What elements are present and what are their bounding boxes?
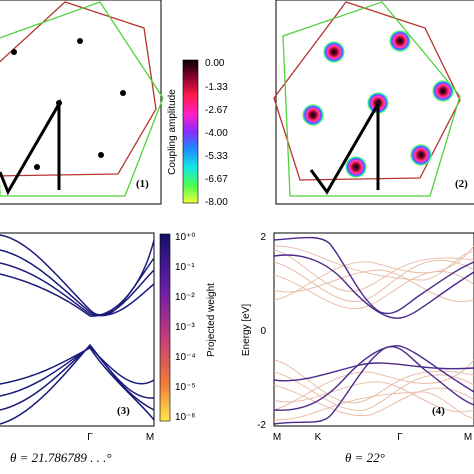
- panel-4-ytick-0: 0: [260, 326, 266, 337]
- panel-3-xtick-gamma: Γ: [87, 432, 93, 443]
- caption-left: θ = 21.786789 . . .°: [10, 450, 112, 465]
- panel-2-tag: (2): [455, 178, 468, 190]
- svg-text:10⁻³: 10⁻³: [175, 322, 195, 333]
- panel-4-ytick-2: 2: [260, 232, 266, 243]
- panel-2: (2): [273, 0, 474, 205]
- svg-text:10⁺⁰: 10⁺⁰: [175, 232, 195, 243]
- path-marker: [0, 98, 61, 196]
- panel-3-xtick-m: M: [146, 432, 154, 443]
- caption-right: θ = 22°: [345, 450, 385, 465]
- hexagon-green: [0, 1, 164, 197]
- band-lines: [0, 234, 155, 425]
- panel-1: (1): [0, 0, 164, 205]
- colorbar-coupling-ticks: 0.00 -1.33 -2.67 -4.00 -5.33 -6.67 -8.00: [205, 58, 228, 208]
- band-lines-strong: [273, 236, 474, 425]
- svg-text:-6.67: -6.67: [205, 174, 228, 185]
- hexagon-red: [0, 1, 157, 177]
- hexagon-red: [273, 1, 461, 181]
- colorbar-coupling-label: Coupling amplitude: [167, 89, 178, 175]
- svg-text:10⁻¹: 10⁻¹: [175, 262, 195, 273]
- panel-4-ytick-neg2: -2: [257, 420, 266, 431]
- panel-1-frame: [0, 0, 162, 205]
- svg-text:-2.67: -2.67: [205, 105, 228, 116]
- panel-3: (3) Γ M: [0, 232, 155, 443]
- svg-text:-4.00: -4.00: [205, 128, 228, 139]
- panel-4-ylabel: Energy [eV]: [241, 304, 252, 356]
- colorbar-coupling: Coupling amplitude 0.00 -1.33 -2.67 -4.0…: [167, 58, 228, 208]
- hexagon-green: [282, 1, 461, 197]
- svg-text:10⁻⁴: 10⁻⁴: [175, 352, 196, 363]
- panel-4-xtick-m1: M: [273, 432, 281, 443]
- svg-text:0.00: 0.00: [205, 58, 225, 69]
- svg-text:10⁻⁵: 10⁻⁵: [175, 382, 196, 393]
- band-lines-faint: [273, 245, 474, 421]
- colorbar-coupling-bar: [182, 59, 199, 204]
- panel-1-tag: (1): [136, 178, 149, 190]
- colorbar-weight: 10⁺⁰ 10⁻¹ 10⁻² 10⁻³ 10⁻⁴ 10⁻⁵ 10⁻⁶ Proje…: [159, 232, 217, 423]
- coupling-blobs: [302, 30, 454, 178]
- panel-2-frame: [275, 0, 474, 205]
- colorbar-weight-label: Projected weight: [206, 283, 217, 357]
- panel-4-xtick-gamma: Γ: [397, 432, 403, 443]
- panel-4-xtick-m2: M: [464, 432, 472, 443]
- svg-text:-1.33: -1.33: [205, 82, 228, 93]
- svg-text:-5.33: -5.33: [205, 151, 228, 162]
- panel-3-frame: [0, 232, 155, 427]
- colorbar-weight-bar: [159, 233, 171, 422]
- svg-text:-8.00: -8.00: [205, 197, 228, 208]
- panel-4-frame: [273, 232, 474, 427]
- svg-text:10⁻²: 10⁻²: [175, 292, 195, 303]
- panel-3-tag: (3): [117, 405, 130, 417]
- panel-4: (4) 2 0 -2 Energy [eV] M K Γ M: [241, 232, 474, 443]
- path-marker: [309, 98, 380, 195]
- panel-4-tag: (4): [432, 405, 445, 417]
- colorbar-weight-ticks: 10⁺⁰ 10⁻¹ 10⁻² 10⁻³ 10⁻⁴ 10⁻⁵ 10⁻⁶: [175, 232, 196, 423]
- panel-4-xtick-k: K: [315, 432, 322, 443]
- svg-text:10⁻⁶: 10⁻⁶: [175, 412, 196, 423]
- site-dots: [11, 38, 126, 170]
